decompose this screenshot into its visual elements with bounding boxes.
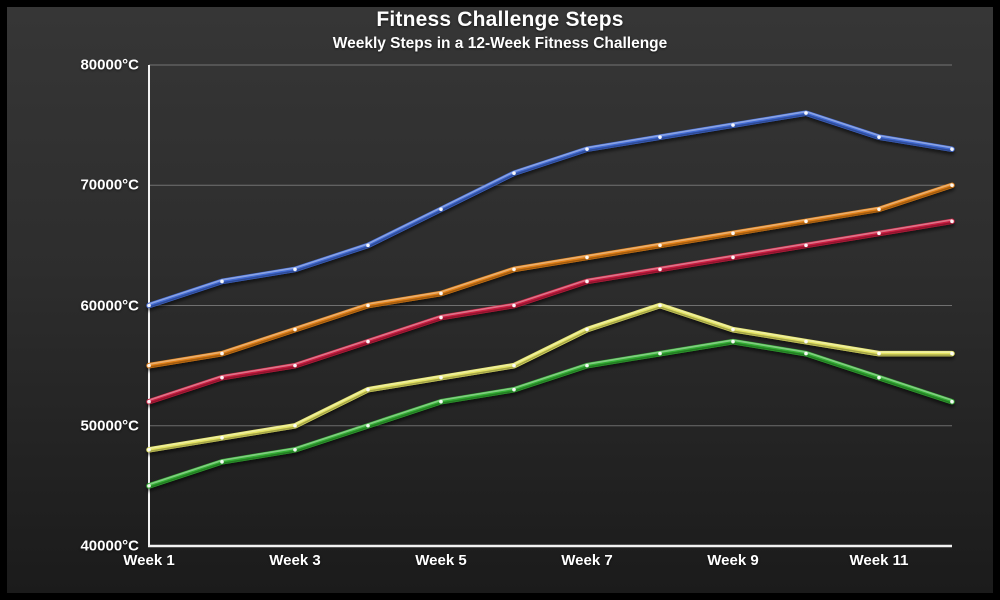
red-series-marker [877,231,881,236]
green-series-marker [585,363,589,368]
chart-title: Fitness Challenge Steps [376,8,624,31]
red-series-marker [731,255,735,260]
orange-series-line-highlight [148,182,953,365]
orange-series-marker [366,303,370,308]
yellow-series-marker [731,327,735,332]
red-series-marker [512,303,516,308]
blue-series-line-highlight [148,110,953,305]
orange-series-marker [220,351,224,356]
orange-series-marker [585,255,589,260]
green-series-marker [366,423,370,428]
blue-series-marker [512,171,516,176]
y-axis-tick-label: 60000°C [80,297,139,314]
yellow-series-marker [585,327,589,332]
x-axis-tick-label: Week 7 [561,552,613,569]
yellow-series-line-lowlight [148,306,952,453]
green-series-group [146,338,955,489]
y-axis-tick-label: 40000°C [80,537,139,555]
orange-series-marker [439,291,443,296]
green-series-line [146,338,955,489]
red-series-marker [658,267,662,272]
green-series-marker [658,351,662,356]
blue-series-marker [220,279,224,284]
x-axis-tick-label: Week 9 [707,552,759,569]
red-series-marker [804,243,808,248]
red-series-marker [585,279,589,284]
blue-series-marker [585,147,589,151]
red-series-marker [950,219,954,224]
x-axis-tick-label: Week 11 [849,552,909,569]
red-series-marker [147,399,151,404]
red-series-marker [439,315,443,320]
red-series-marker [220,375,224,380]
blue-series-marker [804,111,808,115]
orange-series-marker [512,267,516,272]
orange-series-marker [658,243,662,248]
yellow-series-group [146,302,955,453]
y-axis-tick-label: 50000°C [80,417,139,435]
green-series-marker [804,351,808,356]
blue-series-marker [366,243,370,248]
yellow-series-line-highlight [148,303,952,450]
green-series-marker [220,460,224,464]
red-series-group [146,218,955,405]
red-series-marker [366,339,370,344]
orange-series-marker [147,363,151,368]
blue-series-line-lowlight [148,113,953,308]
orange-series-marker [877,207,881,212]
y-axis-tick-label: 80000°C [80,56,139,74]
blue-series-marker [439,207,443,212]
blue-series-marker [658,135,662,139]
blue-series-line [146,110,955,309]
blue-series-marker [950,147,954,151]
yellow-series-marker [512,363,516,368]
green-series-marker [147,484,151,488]
yellow-series-marker [220,435,224,440]
red-series-line-lowlight [148,222,953,405]
yellow-series-marker [950,351,954,356]
blue-series-marker [293,267,297,272]
yellow-series-line [146,302,955,453]
green-series-line-lowlight [148,342,953,489]
green-series-marker [439,399,443,404]
y-axis-tick-label: 70000°C [80,176,139,194]
orange-series-marker [950,183,954,188]
green-series-marker [950,399,954,404]
red-series-marker [293,363,297,368]
red-series-line [146,218,955,405]
blue-series-marker [147,303,151,308]
orange-series-marker [293,327,297,332]
x-axis-tick-label: Week 5 [415,552,467,569]
green-series-marker [877,375,881,380]
chart-subtitle: Weekly Steps in a 12-Week Fitness Challe… [332,35,668,52]
yellow-series-marker [366,387,370,392]
red-series-line-highlight [148,218,953,402]
green-series-marker [293,448,297,452]
orange-series-marker [731,231,735,236]
line-chart-plot [146,64,955,548]
x-axis-tick-label: Week 3 [269,552,321,569]
yellow-series-marker [439,375,443,380]
blue-series-marker [877,135,881,139]
green-series-line-highlight [148,339,953,486]
yellow-series-marker [658,303,662,308]
blue-series-marker [731,123,735,127]
yellow-series-marker [147,448,151,452]
blue-series-group [146,110,955,309]
orange-series-marker [804,219,808,224]
green-series-marker [512,387,516,392]
x-axis-tick-label: Week 1 [123,552,175,569]
yellow-series-marker [877,351,881,356]
green-series-marker [731,339,735,344]
orange-series-group [146,182,955,369]
chart-canvas: Fitness Challenge Steps Weekly Steps in … [7,7,993,593]
yellow-series-marker [804,339,808,344]
orange-series-line-lowlight [148,186,953,368]
orange-series-line [146,182,955,369]
yellow-series-marker [293,423,297,428]
